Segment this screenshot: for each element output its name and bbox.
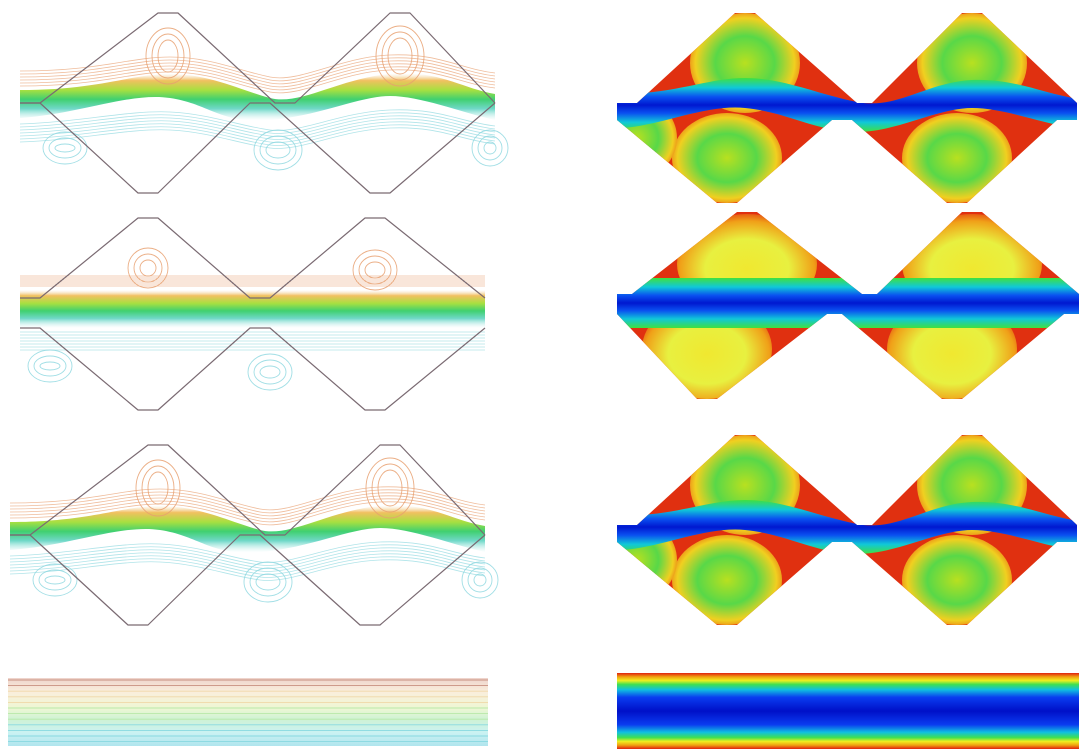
stream-core-band <box>20 290 485 328</box>
recirculation-loop <box>151 33 185 79</box>
blue-core-band <box>617 500 1077 554</box>
recirculation-loop <box>259 365 281 379</box>
lower-streamline <box>9 541 486 563</box>
recirculation-loop <box>247 353 293 391</box>
recirculation-loop <box>127 247 169 289</box>
recirculation-loop <box>477 135 503 161</box>
cavity-region <box>672 535 782 625</box>
lower-streamline <box>9 559 486 581</box>
upper-streamline <box>19 57 496 82</box>
filled-panel-4 <box>617 673 1079 749</box>
upper-streamline <box>19 54 496 79</box>
cavity-region <box>902 535 1012 625</box>
lower-wall <box>10 534 486 626</box>
recirculation-loop <box>27 349 73 383</box>
upper-streamline <box>19 66 496 91</box>
streamline-panel-4 <box>8 678 488 746</box>
recirculation-loop <box>42 131 88 165</box>
stream-core-band <box>10 505 485 553</box>
lower-streamline <box>9 544 486 566</box>
recirculation-loop <box>39 361 61 371</box>
recirculation-loop <box>364 261 386 279</box>
recirculation-loop <box>381 31 419 81</box>
lower-streamline <box>9 556 486 578</box>
recirculation-loop <box>377 469 403 507</box>
streamline-panel-1 <box>19 12 509 194</box>
recirculation-loop <box>33 355 67 377</box>
recirculation-loop <box>255 573 281 591</box>
recirculation-loop <box>365 457 415 519</box>
upper-streamline <box>19 63 496 88</box>
recirculation-loop <box>54 143 76 153</box>
stream-core-band <box>20 73 495 121</box>
recirculation-loop <box>249 567 287 597</box>
recirculation-loop <box>253 129 303 171</box>
recirculation-loop <box>157 39 179 73</box>
lower-streamline <box>9 553 486 575</box>
lower-streamline <box>19 118 496 140</box>
blue-core-band <box>617 278 1079 328</box>
streamline-panel-2 <box>20 217 486 411</box>
recirculation-loop <box>141 465 175 511</box>
filled-contour-panels <box>617 13 1079 749</box>
recirculation-loop <box>483 141 497 155</box>
lower-streamline <box>9 547 486 569</box>
streamline-panels <box>8 12 509 746</box>
filled-panel-3 <box>617 435 1077 625</box>
recirculation-loop <box>467 567 493 593</box>
upper-streamline <box>9 486 486 511</box>
lower-streamline <box>19 121 496 143</box>
lower-streamline <box>9 550 486 572</box>
lower-streamline <box>19 127 496 149</box>
lower-streamline <box>19 112 496 134</box>
cavity-region <box>902 113 1012 203</box>
straight-filled-band <box>617 673 1079 749</box>
recirculation-loop <box>243 561 293 603</box>
recirculation-loop <box>371 463 409 513</box>
streamline-panel-3 <box>9 444 499 626</box>
filled-panel-1 <box>617 13 1077 203</box>
recirculation-loop <box>253 359 287 385</box>
straight-stream-band <box>8 678 488 746</box>
recirculation-loop <box>48 137 82 159</box>
upper-streamline <box>9 489 486 514</box>
blue-core-band <box>617 78 1077 132</box>
recirculation-loop <box>135 459 181 517</box>
cavity-region <box>672 113 782 203</box>
upper-streamline <box>19 69 496 94</box>
recirculation-loop <box>259 135 297 165</box>
recirculation-loop <box>473 573 487 587</box>
lower-wall <box>20 102 496 194</box>
recirculation-loop <box>387 37 413 75</box>
recirculation-loop <box>358 255 392 285</box>
recirculation-loop <box>147 471 169 505</box>
recirculation-loop <box>375 25 425 87</box>
recirculation-loop <box>145 27 191 85</box>
filled-panel-2 <box>617 212 1079 399</box>
recirculation-loop <box>44 575 66 585</box>
recirculation-loop <box>38 569 72 591</box>
upper-wall <box>20 12 496 104</box>
recirculation-loop <box>265 141 291 159</box>
recirculation-loop <box>32 563 78 597</box>
recirculation-loop <box>352 249 398 291</box>
upper-streamline <box>9 501 486 526</box>
upper-wall <box>10 444 486 536</box>
recirculation-loop <box>139 259 157 277</box>
lower-streamline <box>19 115 496 137</box>
recirculation-loop <box>471 129 509 167</box>
upper-streamline <box>9 495 486 520</box>
upper-wall <box>20 217 486 299</box>
recirculation-loop <box>133 253 163 283</box>
lower-streamline <box>19 109 496 131</box>
upper-streamline <box>9 498 486 523</box>
lower-wall <box>20 327 486 411</box>
recirculation-loop <box>461 561 499 599</box>
lower-streamline <box>19 124 496 146</box>
